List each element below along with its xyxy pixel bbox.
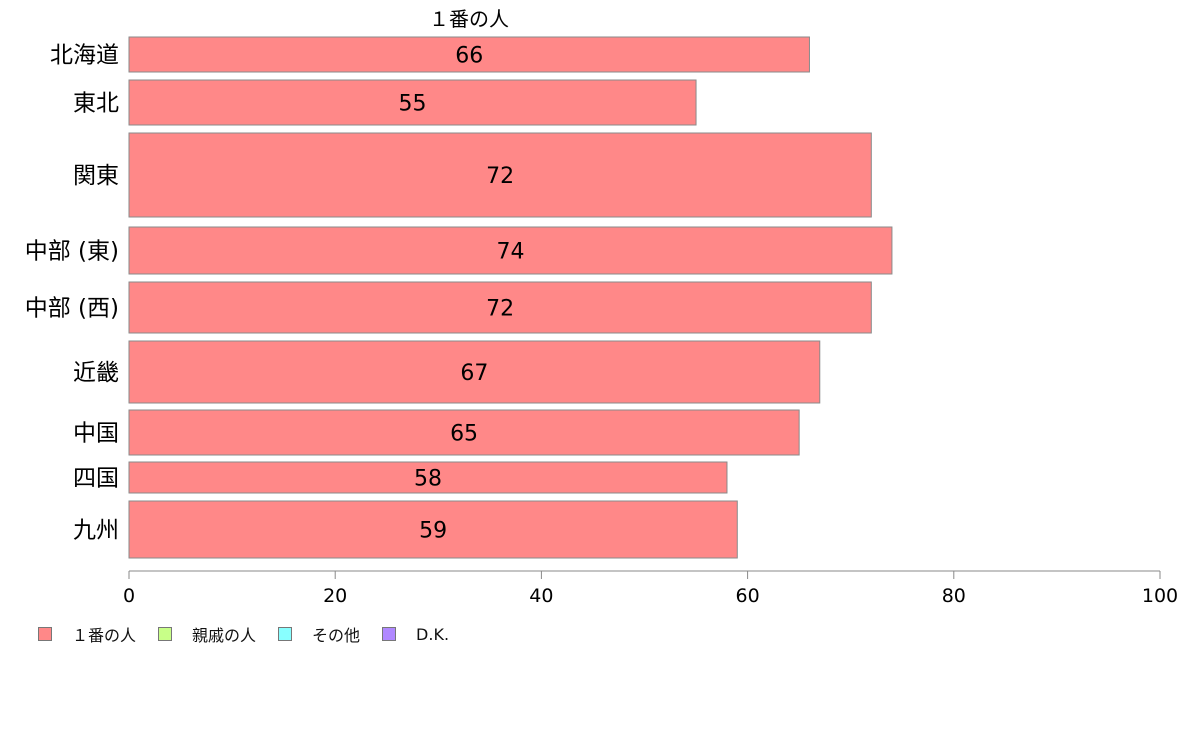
legend-label-1: １番の人	[72, 626, 137, 645]
bar-3	[128, 226, 893, 275]
bar-0	[128, 36, 810, 73]
legend-item: その他	[278, 622, 360, 646]
category-label-3: 中部 (東)	[25, 239, 119, 265]
legend: １番の人 親戚の人 その他 D.K.	[38, 622, 449, 646]
legend-label-3: その他	[312, 626, 361, 645]
x-tick-label-4: 80	[942, 585, 966, 607]
legend-swatch-4	[382, 627, 397, 641]
category-label-2: 関東	[73, 163, 119, 189]
category-label-4: 中部 (西)	[25, 296, 119, 322]
category-label-5: 近畿	[73, 360, 119, 386]
legend-swatch-2	[158, 627, 173, 641]
bar-value-label-2: 72	[486, 164, 514, 189]
bar-2	[128, 132, 872, 218]
legend-swatch-3	[278, 627, 293, 641]
bar-8	[128, 500, 738, 559]
x-tick-label-3: 60	[736, 585, 760, 607]
bar-value-label-1: 55	[399, 92, 427, 117]
x-tick-label-0: 0	[123, 585, 135, 607]
category-label-0: 北海道	[50, 43, 119, 69]
bar-5	[128, 340, 821, 404]
bar-value-label-6: 65	[450, 422, 478, 447]
bar-value-label-3: 74	[496, 240, 524, 265]
x-tick-label-2: 40	[529, 585, 553, 607]
bar-value-label-8: 59	[419, 519, 447, 544]
x-tick-label-5: 100	[1142, 585, 1178, 607]
bar-4	[128, 281, 872, 334]
bar-6	[128, 409, 800, 456]
x-axis: 0 20 40 60 80 100	[123, 570, 1178, 607]
bar-value-label-7: 58	[414, 467, 442, 492]
x-tick-label-1: 20	[323, 585, 347, 607]
bars-group: 北海道 66 東北 55 関東 72 中部 (東) 74 中部 (西) 72 近畿 67 中国 65 四国 5…	[25, 36, 893, 559]
category-label-6: 中国	[73, 421, 119, 447]
bar-7	[128, 461, 728, 494]
legend-label-2: 親戚の人	[192, 626, 257, 645]
chart-title: １番の人	[429, 7, 509, 31]
bar-value-label-5: 67	[460, 361, 488, 386]
bar-value-label-4: 72	[486, 297, 514, 322]
bar-1	[128, 79, 697, 126]
category-label-1: 東北	[73, 91, 119, 117]
legend-label-4: D.K.	[416, 624, 450, 644]
legend-item: 親戚の人	[158, 622, 256, 646]
legend-swatch-1	[38, 627, 52, 641]
legend-item: １番の人	[38, 622, 136, 646]
bar-value-label-0: 66	[455, 44, 483, 69]
category-label-7: 四国	[73, 466, 119, 492]
category-label-8: 九州	[73, 518, 119, 544]
legend-item: D.K.	[382, 625, 449, 644]
